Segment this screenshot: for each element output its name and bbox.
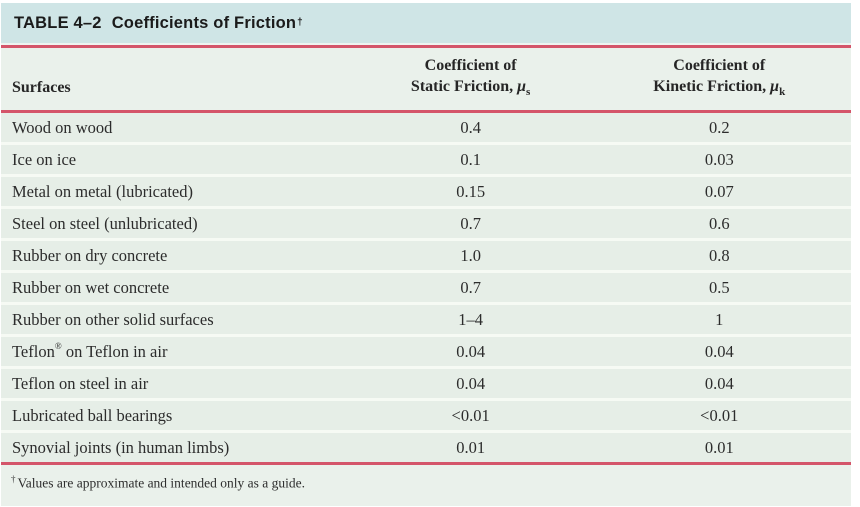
- surface-cell: Steel on steel (unlubricated): [1, 207, 354, 242]
- static-value-cell: 1.0: [353, 239, 588, 274]
- title-dagger-superscript: †: [297, 16, 303, 28]
- static-value-cell: <0.01: [353, 399, 588, 434]
- table-row: Teflon on steel in air 0.04 0.04: [1, 367, 851, 402]
- static-value-cell: 0.4: [353, 111, 588, 146]
- static-value-cell: 0.04: [353, 335, 588, 370]
- kinetic-value-cell: 0.6: [587, 207, 851, 242]
- kinetic-subscript: k: [779, 85, 786, 98]
- kinetic-value-cell: 0.2: [587, 111, 851, 146]
- static-value-cell: 0.7: [353, 207, 588, 242]
- kinetic-header-line2: Kinetic Friction, μk: [589, 77, 851, 99]
- kinetic-value-cell: 0.03: [587, 143, 851, 178]
- kinetic-value-cell: 0.04: [587, 367, 851, 402]
- column-header-kinetic: Coefficient of Kinetic Friction, μk: [587, 48, 851, 114]
- table-row: Rubber on other solid surfaces 1–4 1: [1, 303, 851, 338]
- static-header-line2: Static Friction, μs: [355, 77, 587, 99]
- static-value-cell: 0.7: [353, 271, 588, 306]
- surface-cell: Teflon on steel in air: [1, 367, 354, 402]
- table-title-bar: TABLE 4–2 Coefficients of Friction †: [1, 3, 851, 43]
- kinetic-value-cell: 0.8: [587, 239, 851, 274]
- surface-cell: Metal on metal (lubricated): [1, 175, 354, 210]
- registered-trademark-superscript: ®: [54, 341, 62, 352]
- surface-cell: Rubber on other solid surfaces: [1, 303, 354, 338]
- surface-cell: Teflon® on Teflon in air: [1, 335, 354, 370]
- table-row: Rubber on wet concrete 0.7 0.5: [1, 271, 851, 306]
- static-value-cell: 0.15: [353, 175, 588, 210]
- table-row: Wood on wood 0.4 0.2: [1, 111, 851, 146]
- static-value-cell: 0.1: [353, 143, 588, 178]
- table-title: Coefficients of Friction: [111, 13, 297, 32]
- surface-cell: Ice on ice: [1, 143, 354, 178]
- kinetic-header-label: Kinetic Friction,: [653, 77, 771, 95]
- table-row: Rubber on dry concrete 1.0 0.8: [1, 239, 851, 274]
- kinetic-header-line1: Coefficient of: [673, 57, 766, 74]
- static-value-cell: 0.01: [353, 431, 588, 466]
- mu-symbol: μ: [770, 77, 780, 95]
- table-header: Surfaces Coefficient of Static Friction,…: [1, 48, 851, 114]
- footnote-text: Values are approximate and intended only…: [17, 475, 306, 491]
- kinetic-value-cell: 0.5: [587, 271, 851, 306]
- surface-cell: Synovial joints (in human limbs): [1, 431, 354, 466]
- kinetic-value-cell: 0.04: [587, 335, 851, 370]
- surface-cell: Rubber on wet concrete: [1, 271, 354, 306]
- kinetic-value-cell: 0.01: [587, 431, 851, 466]
- table-row: Teflon® on Teflon in air 0.04 0.04: [1, 335, 851, 370]
- column-header-surfaces: Surfaces: [1, 48, 354, 114]
- static-value-cell: 0.04: [353, 367, 588, 402]
- surface-cell: Wood on wood: [1, 111, 354, 146]
- friction-table-card: TABLE 4–2 Coefficients of Friction † Sur…: [1, 3, 851, 506]
- surface-cell: Lubricated ball bearings: [1, 399, 354, 434]
- table-row: Steel on steel (unlubricated) 0.7 0.6: [1, 207, 851, 242]
- static-header-label: Static Friction,: [410, 77, 518, 95]
- title-divider-rule: [1, 43, 851, 48]
- header-row: Surfaces Coefficient of Static Friction,…: [1, 48, 851, 114]
- kinetic-value-cell: 1: [587, 303, 851, 338]
- surface-cell: Rubber on dry concrete: [1, 239, 354, 274]
- table-row: Lubricated ball bearings <0.01 <0.01: [1, 399, 851, 434]
- static-subscript: s: [526, 85, 531, 98]
- footnote: † Values are approximate and intended onl…: [1, 465, 851, 506]
- kinetic-value-cell: <0.01: [587, 399, 851, 434]
- table-row: Metal on metal (lubricated) 0.15 0.07: [1, 175, 851, 210]
- mu-symbol: μ: [517, 77, 527, 95]
- friction-table: Surfaces Coefficient of Static Friction,…: [1, 48, 851, 466]
- footnote-dagger: †: [11, 474, 16, 485]
- table-body: Wood on wood 0.4 0.2 Ice on ice 0.1 0.03…: [1, 111, 851, 466]
- table-number: TABLE 4–2: [14, 13, 102, 32]
- table-row: Synovial joints (in human limbs) 0.01 0.…: [1, 431, 851, 466]
- static-value-cell: 1–4: [353, 303, 588, 338]
- column-header-static: Coefficient of Static Friction, μs: [353, 48, 588, 114]
- static-header-line1: Coefficient of: [424, 57, 517, 74]
- kinetic-value-cell: 0.07: [587, 175, 851, 210]
- table-row: Ice on ice 0.1 0.03: [1, 143, 851, 178]
